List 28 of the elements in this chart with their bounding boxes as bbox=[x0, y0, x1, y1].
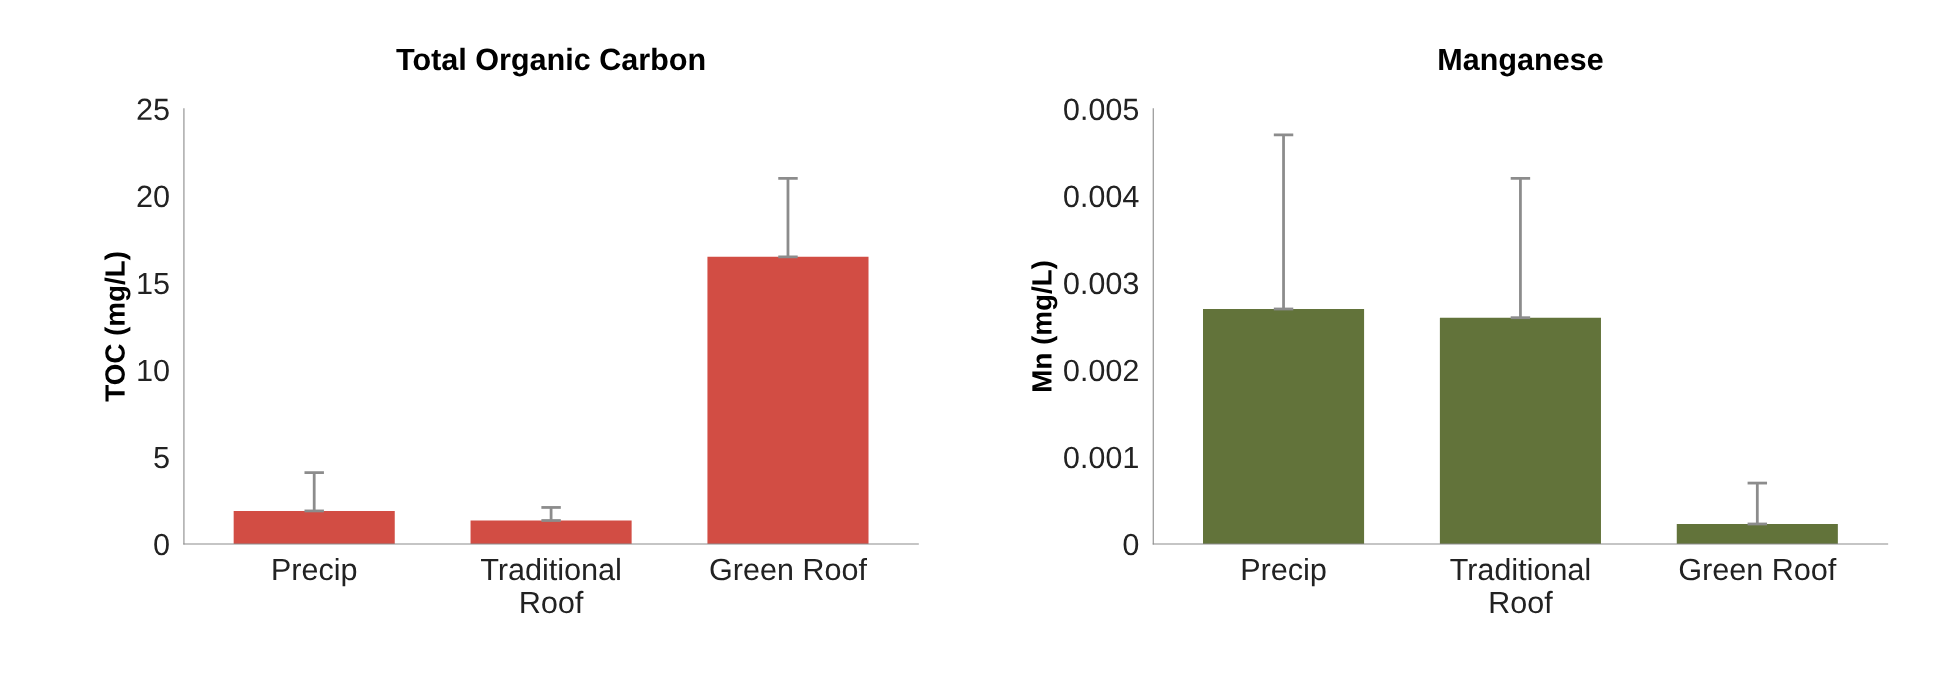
x-tick-label: Precip bbox=[1242, 557, 1326, 587]
bar bbox=[1439, 317, 1601, 544]
y-tick-label: 25 bbox=[137, 98, 169, 121]
y-tick-label: 0.001 bbox=[1064, 446, 1138, 469]
x-tick-label: Traditional Roof bbox=[1450, 557, 1590, 614]
x-tick-label: Green Roof bbox=[1679, 557, 1837, 581]
y-tick-label: 0 bbox=[1123, 533, 1139, 556]
y-tick-label: 0.002 bbox=[1064, 359, 1138, 382]
y-tick-label: 0.004 bbox=[1064, 185, 1139, 208]
bar bbox=[1676, 523, 1838, 544]
bar bbox=[470, 520, 632, 544]
chart-title: Manganese bbox=[1439, 48, 1603, 77]
x-tick-label: Precip bbox=[273, 557, 357, 587]
y-axis-title: Mn (mg/L) bbox=[1031, 261, 1058, 391]
y-tick-label: 15 bbox=[138, 272, 169, 295]
y-tick-label: 20 bbox=[137, 185, 169, 208]
y-axis-title: TOC (mg/L) bbox=[104, 252, 131, 402]
x-tick-label: Green Roof bbox=[710, 557, 868, 581]
bar bbox=[707, 256, 869, 544]
x-tick-label: Traditional Roof bbox=[481, 557, 620, 614]
bar bbox=[233, 510, 395, 544]
y-tick-label: 10 bbox=[138, 359, 169, 382]
y-tick-label: 0.003 bbox=[1064, 272, 1139, 295]
y-tick-label: 0 bbox=[154, 533, 169, 556]
y-tick-label: 5 bbox=[154, 447, 169, 469]
chart-title: Total Organic Carbon bbox=[396, 47, 705, 77]
bar bbox=[1203, 308, 1365, 544]
y-tick-label: 0.005 bbox=[1064, 98, 1139, 121]
